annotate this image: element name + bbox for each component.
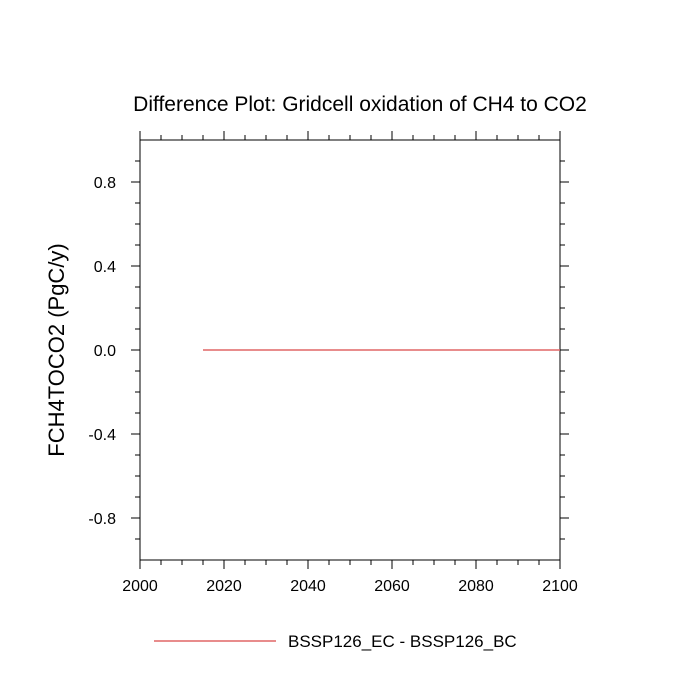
y-tick-label: 0.0 <box>94 343 116 360</box>
x-tick-label: 2020 <box>206 578 242 595</box>
y-axis-label: FCH4TOCO2 (PgC/y) <box>44 243 69 457</box>
legend: BSSP126_EC - BSSP126_BC <box>154 632 517 651</box>
y-axis: -0.8 -0.4 0.0 0.4 0.8 <box>88 175 569 528</box>
chart-title: Difference Plot: Gridcell oxidation of C… <box>133 93 587 116</box>
x-tick-label: 2080 <box>458 578 494 595</box>
x-tick-label: 2100 <box>542 578 578 595</box>
x-tick-label: 2040 <box>290 578 326 595</box>
legend-label: BSSP126_EC - BSSP126_BC <box>288 632 517 651</box>
y-tick-label: 0.8 <box>94 175 116 192</box>
y-tick-label: 0.4 <box>94 259 116 276</box>
y-tick-label: -0.4 <box>88 427 116 444</box>
x-tick-label: 2000 <box>122 578 158 595</box>
minor-ticks <box>135 135 565 565</box>
y-tick-label: -0.8 <box>88 511 116 528</box>
x-axis: 2000 2020 2040 2060 2080 2100 <box>122 131 578 595</box>
x-tick-label: 2060 <box>374 578 410 595</box>
